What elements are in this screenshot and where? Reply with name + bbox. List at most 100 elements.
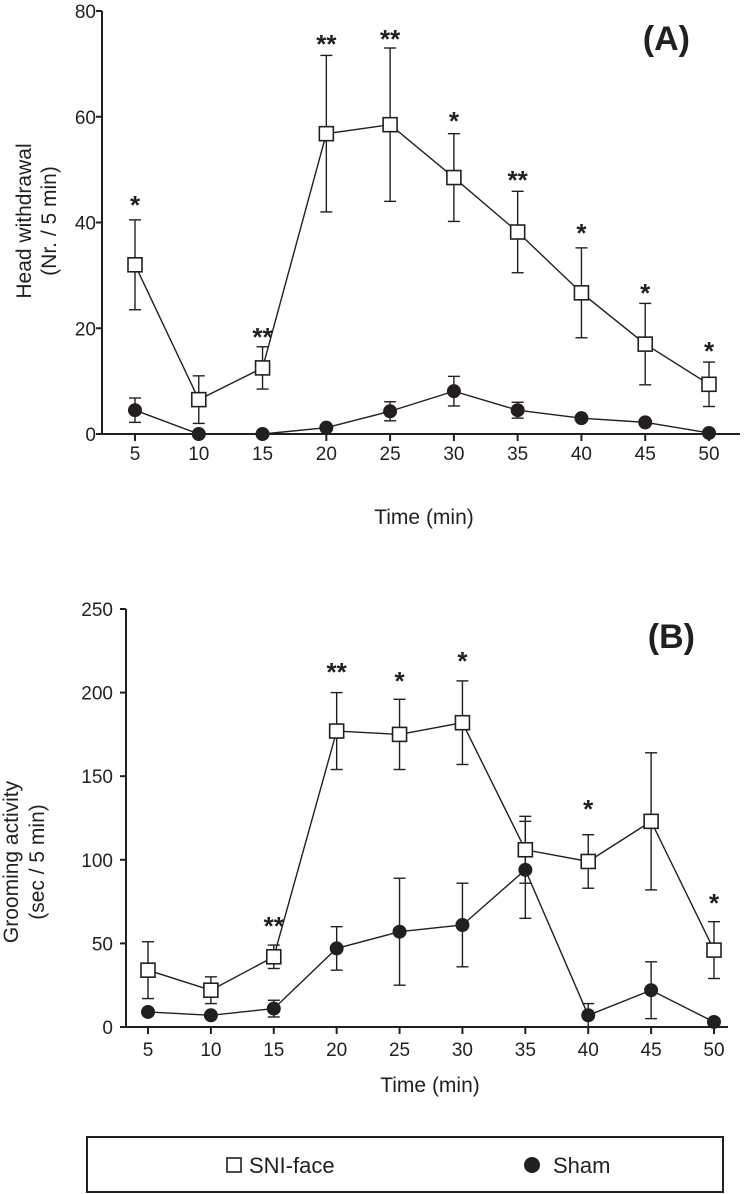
panel-b-x-tick-label: 5 — [143, 1040, 154, 1061]
panel-a-y-tick-label: 40 — [75, 214, 96, 235]
panel-a-sham-point — [446, 384, 461, 399]
panel-a-sham-point — [510, 403, 525, 418]
panel-a-label: (A) — [643, 20, 690, 58]
panel-a-y-axis-title-line2: (Nr. / 5 min) — [38, 166, 61, 276]
panel-b-label: (B) — [648, 618, 695, 656]
panel-a-sham-point — [574, 411, 589, 426]
panel-b-y-tick-label: 0 — [102, 1018, 113, 1039]
panel-b-significance-marker: * — [457, 646, 468, 676]
panel-b-x-tick-label: 10 — [200, 1040, 221, 1061]
panel-b-significance-marker: ** — [264, 911, 285, 941]
panel-a-sni-face-point — [254, 360, 271, 376]
panel-b-x-tick-label: 45 — [641, 1040, 662, 1061]
panel-b-sham-point — [455, 918, 470, 933]
panel-a-sni-face-point — [446, 169, 462, 186]
panel-a-sham-series-line — [134, 390, 710, 435]
panel-b-sham-point — [392, 924, 407, 939]
panel-b-sham-point — [581, 1008, 596, 1023]
panel-a-x-tick-label: 25 — [380, 444, 401, 465]
panel-a-sni-face-point — [701, 376, 717, 393]
panel-b-x-tick-label: 40 — [578, 1040, 599, 1061]
panel-a-significance-marker: * — [640, 278, 651, 308]
panel-b-sni-face-point — [328, 723, 345, 739]
legend-open-square-marker — [226, 1157, 242, 1173]
panel-a-y-axis-title-line1: Head withdrawal — [13, 143, 36, 298]
panel-a-sni-face-point — [190, 391, 207, 408]
panel-a-significance-marker: ** — [508, 165, 529, 195]
legend-label-sni-face: SNI-face — [249, 1153, 335, 1178]
panel-b-sham-point — [644, 983, 659, 998]
panel-a-x-tick-label: 5 — [130, 444, 141, 465]
panel-a-x-tick-label: 20 — [316, 444, 337, 465]
panel-a-x-tick-label: 35 — [507, 444, 528, 465]
panel-b-sham-point — [707, 1014, 721, 1029]
panel-b-y-tick-label: 50 — [92, 934, 113, 955]
panel-b-y-tick-label: 250 — [81, 600, 113, 621]
panel-b-x-axis-title: Time (min) — [380, 1074, 480, 1097]
panel-a-significance-marker: ** — [252, 322, 273, 352]
panel-a-x-axis-title: Time (min) — [374, 506, 474, 529]
panel-b-sham-point — [266, 1001, 281, 1016]
panel-a-sham-point — [191, 427, 206, 441]
panel-b-y-tick-label: 200 — [81, 684, 113, 705]
panel-b-sni-face-point — [706, 942, 722, 958]
panel-a-sni-face-point — [509, 224, 526, 240]
panel-a-sni-face-point — [637, 336, 654, 352]
panel-a-y-tick-label: 0 — [85, 425, 96, 446]
panel-b-sni-face-point — [517, 841, 534, 858]
legend-frame — [86, 1136, 724, 1193]
legend: SNI-face Sham — [86, 1136, 724, 1193]
panel-b-sham-series-line — [147, 868, 715, 1023]
panel-a-sni-face-point — [573, 285, 590, 301]
panel-a-x-tick-label: 50 — [698, 444, 719, 465]
panel-b-x-tick-label: 35 — [515, 1040, 536, 1061]
panel-b-sham-point — [141, 1004, 155, 1019]
panel-a-x-tick-label: 40 — [571, 444, 592, 465]
panel-b-significance-marker: ** — [327, 657, 348, 687]
panel-a-sham-point — [383, 404, 398, 419]
panel-a-sni-face-series-line — [134, 123, 710, 401]
panel-b-y-tick-label: 100 — [81, 851, 113, 872]
panel-b-sni-face-point — [203, 982, 219, 999]
legend-filled-circle-marker — [524, 1157, 540, 1173]
panel-a-sni-face-point — [318, 125, 335, 142]
panel-b-sni-face-point — [454, 714, 471, 731]
panel-b-sni-face-point — [580, 853, 597, 870]
panel-b-sham-point — [203, 1008, 218, 1023]
legend-label-sham: Sham — [553, 1153, 610, 1178]
panel-b-sni-face-series-line — [147, 721, 715, 991]
panel-b-significance-marker: * — [583, 794, 594, 824]
panel-a-x-tick-label: 45 — [635, 444, 656, 465]
panel-a-significance-marker: ** — [380, 24, 401, 54]
panel-a-sham-point — [702, 425, 716, 440]
panel-a-y-tick-label: 60 — [75, 108, 96, 129]
panel-b-x-tick-label: 25 — [389, 1040, 410, 1061]
panel-a-significance-marker: ** — [316, 29, 337, 59]
panel-b-y-axis-title-line2: (sec / 5 min) — [26, 804, 49, 920]
panel-b-x-tick-label: 30 — [452, 1040, 473, 1061]
panel-b-sni-face-point — [140, 962, 156, 978]
panel-b-sni-face-point — [265, 948, 282, 965]
panel-b-x-tick-label: 20 — [326, 1040, 347, 1061]
panel-b-sni-face-point — [643, 813, 659, 830]
panel-a-significance-marker: * — [576, 218, 587, 248]
panel-a-y-tick-label: 20 — [75, 319, 96, 340]
panel-b-significance-marker: * — [709, 888, 720, 918]
panel-a-sham-point — [255, 427, 270, 441]
panel-b-y-tick-label: 150 — [81, 767, 113, 788]
panel-b-sham-point — [329, 941, 344, 956]
panel-b-chart: (B) Time (min) Grooming activity (sec / … — [0, 600, 728, 1097]
panel-a-sni-face-point — [127, 256, 143, 273]
panel-b-sni-face-point — [391, 726, 408, 743]
panel-a-x-tick-label: 30 — [443, 444, 464, 465]
panel-b-x-tick-label: 15 — [263, 1040, 284, 1061]
panel-a-x-tick-label: 15 — [252, 444, 273, 465]
panel-b-x-tick-label: 50 — [703, 1040, 724, 1061]
panel-b-sham-point — [518, 862, 533, 877]
panel-a-sni-face-point — [382, 116, 398, 133]
panel-a-sham-point — [319, 420, 334, 435]
panel-a-significance-marker: * — [130, 190, 141, 220]
panel-b-y-axis-title-line1: Grooming activity — [0, 780, 23, 943]
panel-a-significance-marker: * — [704, 336, 715, 366]
